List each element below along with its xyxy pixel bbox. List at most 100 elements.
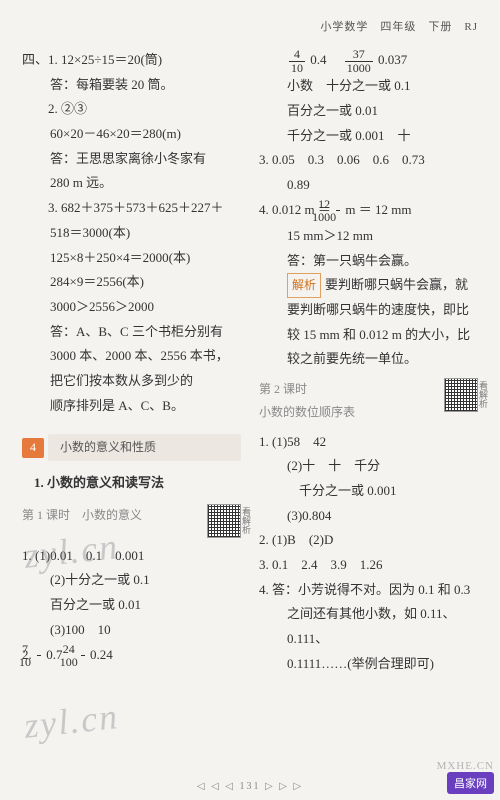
fraction: 710	[37, 643, 41, 669]
numerator: 12	[336, 198, 340, 212]
text: 0.037	[378, 52, 407, 67]
text: 较 15 mm 和 0.012 m 的大小，比	[259, 323, 478, 348]
qr-label: 看解析	[474, 381, 491, 408]
page-header: 小学数学 四年级 下册 RJ	[22, 18, 478, 34]
item-num: 1.	[22, 548, 32, 563]
section-label: 四、	[22, 52, 48, 67]
l1-2: 2. 710 0.7 24100 0.24	[22, 643, 241, 669]
numerator: 4	[289, 48, 305, 62]
content-columns: 四、1. 12×25÷15＝20(筒) 答：每箱要装 20 筒。 2. ②③ 6…	[22, 48, 478, 677]
fraction: 121000	[336, 198, 340, 224]
right-column: 410 0.4 371000 0.037 小数 十分之一或 0.1 百分之一或 …	[259, 48, 478, 677]
item-num: 2.	[48, 101, 58, 116]
text: 125×8＋250×4＝2000(本)	[22, 246, 241, 271]
item-num: 3.	[259, 557, 269, 572]
numerator: 7	[37, 643, 41, 657]
text: 小数 十分之一或 0.1	[259, 74, 478, 99]
row1: 410 0.4 371000 0.037	[259, 48, 478, 74]
text: 0.1111……(举例合理即可)	[259, 652, 478, 677]
item-num: 3.	[48, 200, 58, 215]
lesson-label: 第 2 课时	[259, 378, 355, 401]
fraction: 410	[289, 48, 305, 74]
watermark: zyl.cn	[22, 695, 121, 747]
text: m ＝ 12 mm	[342, 202, 411, 217]
r3: 3. 0.1 2.4 3.9 1.26	[259, 553, 478, 578]
lesson-2-row: 第 2 课时 小数的数位顺序表 看解析	[259, 378, 478, 424]
numerator: 37	[345, 48, 373, 62]
page: 小学数学 四年级 下册 RJ 四、1. 12×25÷15＝20(筒) 答：每箱要…	[0, 0, 500, 689]
text: 答：A、B、C 三个书柜分别有	[22, 320, 241, 345]
text: (1)B (2)D	[272, 532, 333, 547]
lesson-1-row: 第 1 课时 小数的意义 看解析	[22, 504, 241, 538]
text: 12×25÷15＝20(筒)	[61, 52, 162, 67]
q4-1: 四、1. 12×25÷15＝20(筒)	[22, 48, 241, 73]
qr-code[interactable]: 看解析	[207, 504, 241, 538]
analysis-label: 解析	[287, 273, 321, 298]
r1: 1. (1)58 42	[259, 430, 478, 455]
denominator: 1000	[345, 62, 373, 75]
text: 60×20－46×20＝280(m)	[22, 122, 241, 147]
chapter-tab: 4 小数的意义和性质	[22, 434, 241, 461]
text: 0.1 2.4 3.9 1.26	[272, 557, 383, 572]
analysis: 解析要判断哪只蜗牛会赢，就	[259, 273, 478, 298]
text: (1)58 42	[272, 434, 326, 449]
text: 0.89	[259, 173, 478, 198]
text: 顺序排列是 A、C、B。	[22, 394, 241, 419]
denominator: 1000	[336, 211, 340, 224]
chapter-title: 小数的意义和性质	[48, 434, 241, 461]
chapter-number: 4	[22, 438, 44, 458]
q4: 4. 0.012 m ＝ 121000 m ＝ 12 mm	[259, 198, 478, 224]
item-num: 1.	[259, 434, 269, 449]
text: 答：王思思家离徐小冬家有	[22, 147, 241, 172]
q4-2: 2. ②③	[22, 97, 241, 122]
text: (2)十 十 千分	[259, 454, 478, 479]
corner-domain: MXHE.CN	[437, 760, 494, 772]
text: 0.24	[90, 647, 113, 662]
text: 千分之一或 0.001	[259, 479, 478, 504]
q3: 3. 0.05 0.3 0.06 0.6 0.73	[259, 148, 478, 173]
sub-heading: 1. 小数的意义和读写法	[34, 471, 241, 496]
text: 把它们按本数从多到少的	[22, 369, 241, 394]
text: 284×9＝2556(本)	[22, 270, 241, 295]
text: 3000＞2556＞2000	[22, 295, 241, 320]
item-num: 4.	[259, 582, 269, 597]
fraction: 371000	[345, 48, 373, 74]
text: 千分之一或 0.001 十	[259, 124, 478, 149]
text: ②③	[61, 101, 87, 116]
text: 0.05 0.3 0.06 0.6 0.73	[272, 152, 425, 167]
text: 答：小芳说得不对。因为 0.1 和 0.3	[272, 582, 470, 597]
text: 百分之一或 0.01	[22, 593, 241, 618]
qr-label: 看解析	[237, 507, 254, 534]
text: 682＋375＋573＋625＋227＋	[61, 200, 224, 215]
text: (2)十分之一或 0.1	[22, 568, 241, 593]
q4-1-ans: 答：每箱要装 20 筒。	[22, 73, 241, 98]
text: 要判断哪只蜗牛的速度快，即比	[259, 298, 478, 323]
qr-code[interactable]: 看解析	[444, 378, 478, 412]
r2: 2. (1)B (2)D	[259, 528, 478, 553]
lesson-sublabel: 小数的数位顺序表	[259, 401, 355, 424]
text: 0.4	[310, 52, 326, 67]
q4-3: 3. 682＋375＋573＋625＋227＋	[22, 196, 241, 221]
text: 280 m 远。	[22, 171, 241, 196]
text: 518＝3000(本)	[22, 221, 241, 246]
text: 之间还有其他小数，如 0.11、0.111、	[259, 602, 478, 651]
text: 15 mm＞12 mm	[259, 224, 478, 249]
denominator: 10	[289, 62, 305, 75]
left-column: 四、1. 12×25÷15＝20(筒) 答：每箱要装 20 筒。 2. ②③ 6…	[22, 48, 241, 677]
text: 答：第一只蜗牛会赢。	[259, 249, 478, 274]
item-num: 3.	[259, 152, 269, 167]
text: 要判断哪只蜗牛会赢，就	[325, 277, 468, 292]
text: (3)0.804	[259, 504, 478, 529]
l1-1: 1. (1)0.01 0.1 0.001	[22, 544, 241, 569]
denominator: 100	[81, 656, 85, 669]
fraction: 24100	[81, 643, 85, 669]
denominator: 10	[37, 656, 41, 669]
lesson-label-group: 第 2 课时 小数的数位顺序表	[259, 378, 355, 424]
lesson-label: 第 1 课时 小数的意义	[22, 504, 142, 527]
text: 较之前要先统一单位。	[259, 347, 478, 372]
numerator: 24	[81, 643, 85, 657]
r4: 4. 答：小芳说得不对。因为 0.1 和 0.3	[259, 578, 478, 603]
item-num: 4.	[259, 202, 269, 217]
page-footer: ◁ ◁ ◁ 131 ▷ ▷ ▷	[0, 781, 500, 792]
text: 百分之一或 0.01	[259, 99, 478, 124]
